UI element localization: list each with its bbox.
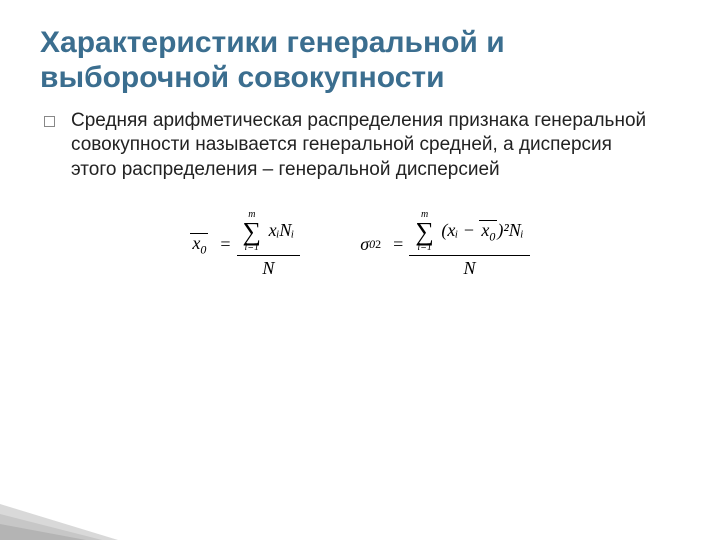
slide-title: Характеристики генеральной и выборочной … xyxy=(40,26,680,95)
var-lhs-sup: 2 xyxy=(375,237,381,252)
var-num-xi: xᵢ xyxy=(447,220,458,240)
bullet-text: Средняя арифметическая распределения при… xyxy=(71,109,660,182)
mean-sum-lower: i=1 xyxy=(245,243,260,253)
var-num-closesq: )² xyxy=(497,220,508,240)
var-num-xbar-sub: 0 xyxy=(489,229,495,243)
slide: Характеристики генеральной и выборочной … xyxy=(0,0,720,540)
sum-icon: m ∑ i=1 xyxy=(415,210,434,253)
bullet-marker-icon xyxy=(44,116,55,127)
formula-area: x0 = m ∑ i=1 xᵢNᵢ N σ02 = xyxy=(40,208,680,281)
var-lhs: σ02 xyxy=(360,234,381,255)
var-denominator: N xyxy=(457,256,481,281)
sum-icon: m ∑ i=1 xyxy=(243,210,262,253)
var-num-Ni: Nᵢ xyxy=(509,220,524,240)
mean-num-term: xᵢNᵢ xyxy=(269,220,295,240)
var-fraction: m ∑ i=1 (xᵢ − x0)²Nᵢ N xyxy=(409,208,529,281)
mean-fraction: m ∑ i=1 xᵢNᵢ N xyxy=(237,208,301,281)
equals-icon: = xyxy=(393,234,403,255)
corner-decoration-icon xyxy=(0,470,150,540)
var-num-minus: − xyxy=(458,220,479,240)
equals-icon: = xyxy=(220,234,230,255)
formula-mean: x0 = m ∑ i=1 xᵢNᵢ N xyxy=(190,208,300,281)
formula-variance: σ02 = m ∑ i=1 (xᵢ − x0)²Nᵢ N xyxy=(360,208,529,281)
var-numerator: m ∑ i=1 (xᵢ − x0)²Nᵢ xyxy=(409,208,529,255)
bullet-item: Средняя арифметическая распределения при… xyxy=(44,109,660,182)
mean-numerator: m ∑ i=1 xᵢNᵢ xyxy=(237,208,301,255)
var-sum-lower: i=1 xyxy=(417,243,432,253)
var-lhs-var: σ xyxy=(360,234,369,255)
mean-lhs: x0 xyxy=(190,233,208,256)
mean-lhs-sub: 0 xyxy=(200,243,206,257)
mean-denominator: N xyxy=(256,256,280,281)
